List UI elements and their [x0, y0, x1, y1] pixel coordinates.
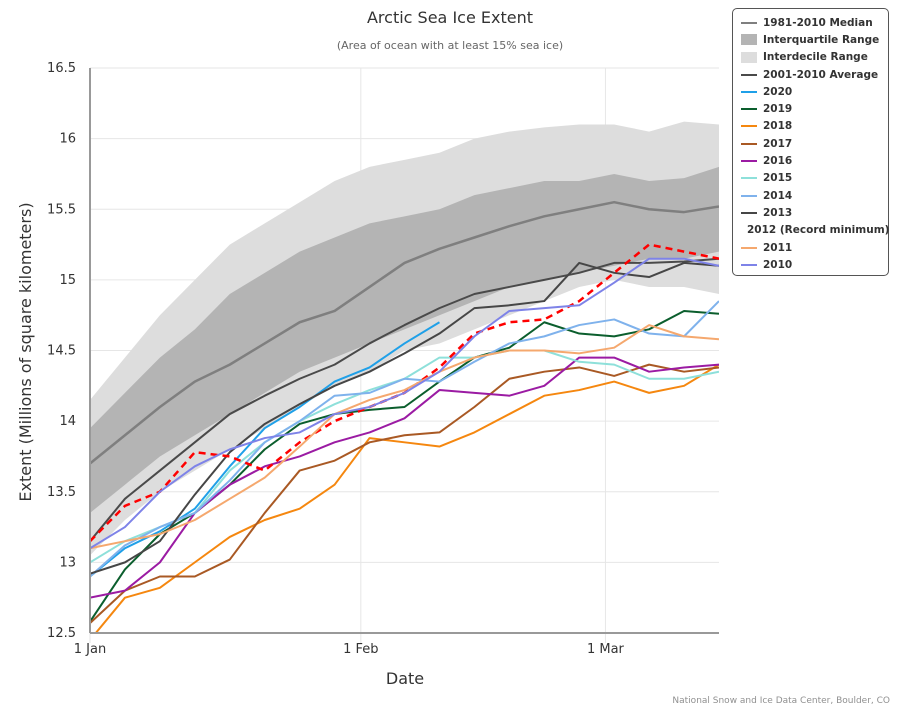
series-lines	[90, 200, 719, 633]
y-tick-label: 15	[59, 273, 76, 288]
y-tick-label: 16.5	[47, 61, 76, 76]
legend: 1981-2010 Median Interquartile Range Inter…	[732, 8, 889, 276]
legend-item-2018[interactable]: 2018	[741, 118, 888, 135]
legend-line-icon	[741, 125, 757, 128]
legend-label: 2014	[763, 189, 793, 202]
legend-label: 2010	[763, 258, 793, 271]
legend-label: 2017	[763, 137, 793, 150]
band-interquartile-range	[90, 166, 719, 513]
series-2017	[90, 363, 719, 624]
legend-item-2020[interactable]: 2020	[741, 83, 888, 100]
legend-item-2010[interactable]: 2010	[741, 256, 888, 273]
bands	[90, 121, 719, 556]
legend-label: 2012 (Record minimum)	[747, 224, 890, 237]
legend-item-2015[interactable]: 2015	[741, 170, 888, 187]
legend-item-2016[interactable]: 2016	[741, 152, 888, 169]
legend-label: Interquartile Range	[763, 33, 880, 46]
legend-label: Interdecile Range	[763, 51, 868, 64]
legend-line-icon	[741, 177, 757, 180]
legend-label: 2015	[763, 172, 793, 185]
chart-subtitle: (Area of ocean with at least 15% sea ice…	[337, 39, 563, 52]
legend-line-icon	[741, 160, 757, 163]
legend-line-icon	[741, 194, 757, 197]
y-tick-label: 13	[59, 555, 76, 570]
legend-item-2013[interactable]: 2013	[741, 204, 888, 221]
chart-title: Arctic Sea Ice Extent	[367, 8, 533, 27]
legend-item-2017[interactable]: 2017	[741, 135, 888, 152]
legend-swatch-icon	[741, 34, 757, 46]
legend-item-2019[interactable]: 2019	[741, 100, 888, 117]
legend-label: 2013	[763, 206, 793, 219]
legend-line-icon	[741, 73, 757, 76]
legend-line-icon	[741, 263, 757, 266]
legend-item-2001-2010-average[interactable]: 2001-2010 Average	[741, 66, 888, 83]
y-axis-title: Extent (Millions of square kilometers)	[16, 202, 35, 501]
legend-line-icon	[741, 246, 757, 249]
legend-label: 2019	[763, 103, 793, 116]
series-2011	[90, 324, 719, 550]
y-tick-label: 15.5	[47, 202, 76, 217]
legend-label: 2020	[763, 85, 793, 98]
x-tick-label: 1 Jan	[74, 642, 106, 657]
x-tick-label: 1 Mar	[587, 642, 625, 657]
legend-label: 2001-2010 Average	[763, 68, 879, 81]
legend-item-1981-2010-median[interactable]: 1981-2010 Median	[741, 14, 888, 31]
series-2010	[90, 257, 719, 550]
legend-label: 2016	[763, 155, 793, 168]
legend-item-interquartile-range[interactable]: Interquartile Range	[741, 31, 888, 48]
legend-item-interdecile-range[interactable]: Interdecile Range	[741, 49, 888, 66]
x-axis-title: Date	[386, 669, 424, 688]
series-2001-2010-average	[90, 257, 719, 542]
y-tick-label: 14	[59, 414, 76, 429]
legend-label: 1981-2010 Median	[763, 16, 873, 29]
series-1981-2010-median	[90, 200, 719, 465]
legend-item-2011[interactable]: 2011	[741, 239, 888, 256]
legend-label: 2018	[763, 120, 793, 133]
series-2014	[90, 300, 719, 578]
axes: 12.5 13 13.5 14 14.5 15 15.5 16 16.5 1 Jan 1 Feb 1 …	[47, 61, 719, 657]
legend-label: 2011	[763, 241, 793, 254]
legend-line-icon	[741, 21, 757, 24]
credit: National Snow and Ice Data Center, Bould…	[672, 696, 890, 706]
legend-line-icon	[741, 142, 757, 145]
x-tick-label: 1 Feb	[343, 642, 378, 657]
series-2013	[90, 261, 719, 575]
legend-line-icon	[741, 108, 757, 111]
legend-item-2012-record-minimum[interactable]: 2012 (Record minimum)	[741, 222, 890, 239]
series-2018	[94, 363, 719, 633]
y-tick-label: 14.5	[47, 344, 76, 359]
legend-swatch-icon	[741, 51, 757, 63]
legend-item-2014[interactable]: 2014	[741, 187, 888, 204]
y-tick-label: 12.5	[47, 626, 76, 641]
legend-line-icon	[741, 211, 757, 214]
y-tick-label: 16	[59, 132, 76, 147]
legend-line-icon	[741, 90, 757, 93]
y-tick-label: 13.5	[47, 485, 76, 500]
